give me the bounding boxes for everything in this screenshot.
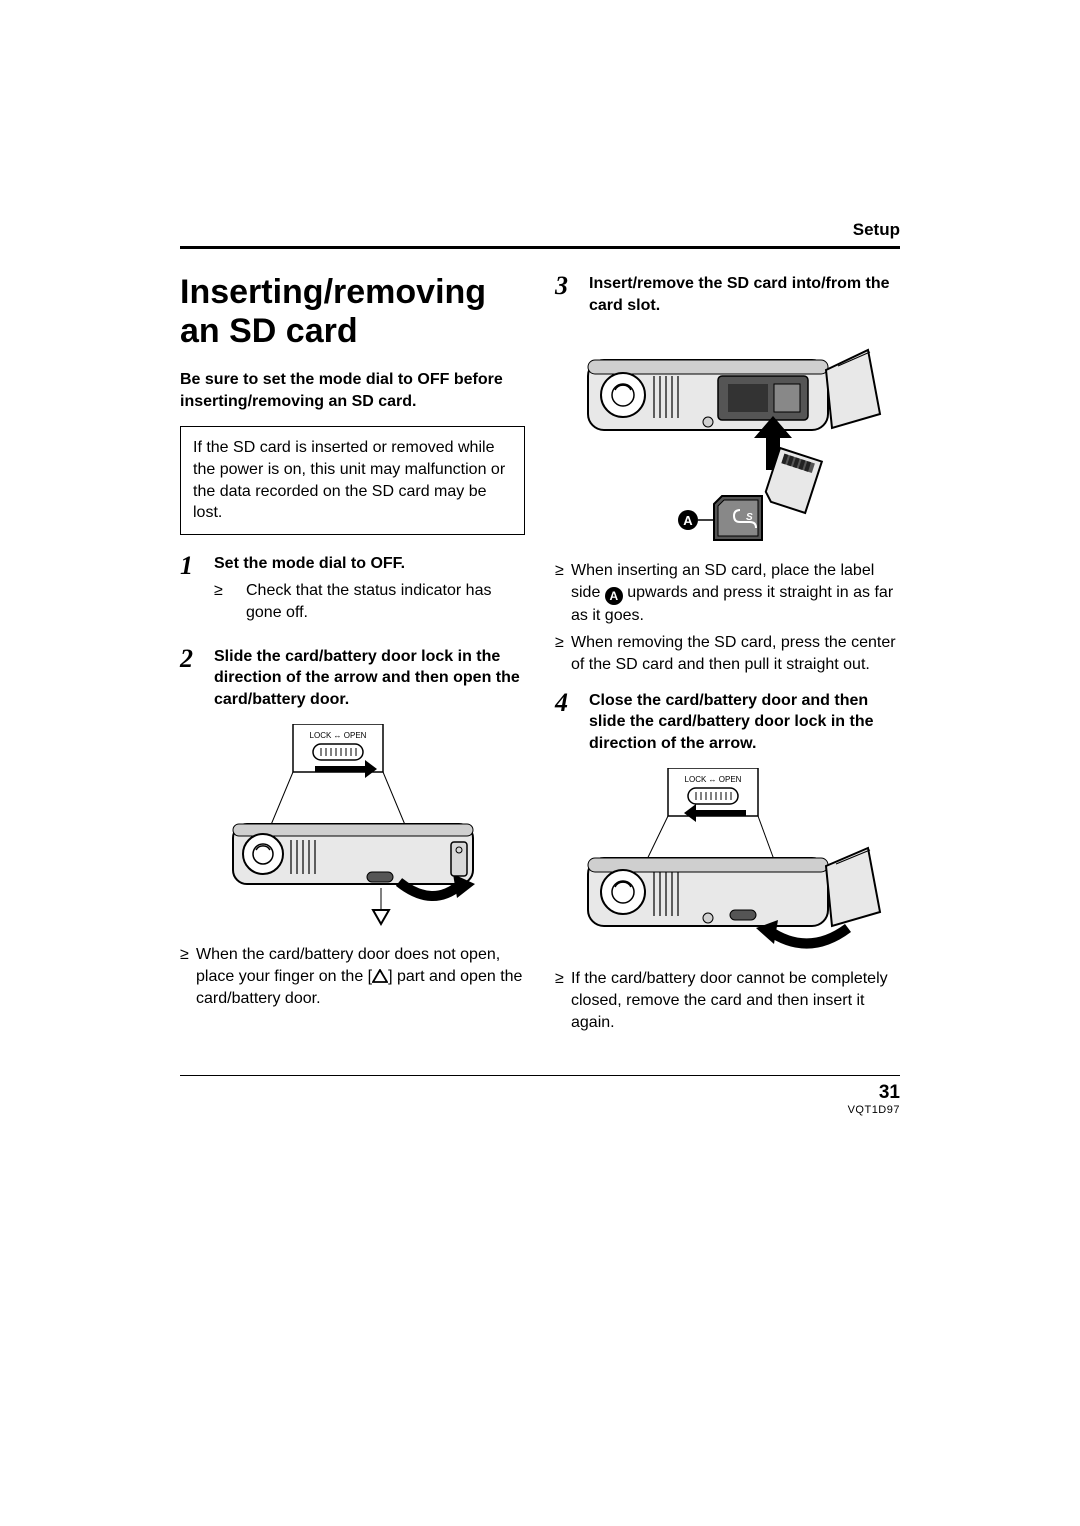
step-title: Set the mode dial to OFF. xyxy=(214,553,525,575)
figure-step4: LOCK ↔ OPEN xyxy=(555,768,900,958)
page-number: 31 xyxy=(180,1082,900,1104)
step-bullet: When removing the SD card, press the cen… xyxy=(555,632,900,675)
section-header: Setup xyxy=(180,220,900,249)
step-bullet: When inserting an SD card, place the lab… xyxy=(555,560,900,626)
figure-step3: A S xyxy=(555,330,900,550)
step-title: Insert/remove the SD card into/from the … xyxy=(589,273,900,316)
step-number: 3 xyxy=(555,273,579,316)
warning-box: If the SD card is inserted or removed wh… xyxy=(180,426,525,534)
step-4: 4 Close the card/battery door and then s… xyxy=(555,690,900,755)
step-2: 2 Slide the card/battery door lock in th… xyxy=(180,646,525,711)
intro-warning: Be sure to set the mode dial to OFF befo… xyxy=(180,369,525,412)
step-1: 1 Set the mode dial to OFF. Check that t… xyxy=(180,553,525,638)
step-number: 4 xyxy=(555,690,579,755)
step-bullet: Check that the status indicator has gone… xyxy=(214,580,525,623)
page-title: Inserting/removing an SD card xyxy=(180,273,525,351)
lock-open-label: LOCK ↔ OPEN xyxy=(309,731,366,740)
step-3: 3 Insert/remove the SD card into/from th… xyxy=(555,273,900,316)
svg-text:LOCK ↔ OPEN: LOCK ↔ OPEN xyxy=(684,775,741,784)
triangle-icon xyxy=(372,969,388,983)
callout-a-icon: A xyxy=(605,587,623,605)
step-number: 2 xyxy=(180,646,204,711)
page-content: Setup Inserting/removing an SD card Be s… xyxy=(180,220,900,1116)
step4-note: If the card/battery door cannot be compl… xyxy=(555,968,900,1033)
figure-step2: LOCK ↔ OPEN xyxy=(180,724,525,934)
left-column: Inserting/removing an SD card Be sure to… xyxy=(180,273,525,1047)
page-footer: 31 VQT1D97 xyxy=(180,1075,900,1116)
device-close-illustration: LOCK ↔ OPEN xyxy=(568,768,888,958)
right-column: 3 Insert/remove the SD card into/from th… xyxy=(555,273,900,1047)
device-open-illustration: LOCK ↔ OPEN xyxy=(203,724,503,934)
device-sdcard-illustration: A S xyxy=(568,330,888,550)
step-title: Close the card/battery door and then sli… xyxy=(589,690,900,755)
step2-note: When the card/battery door does not open… xyxy=(180,944,525,1009)
svg-text:A: A xyxy=(683,513,693,528)
step-title: Slide the card/battery door lock in the … xyxy=(214,646,525,711)
document-code: VQT1D97 xyxy=(180,1104,900,1116)
step3-bullets: When inserting an SD card, place the lab… xyxy=(555,560,900,675)
step-number: 1 xyxy=(180,553,204,638)
two-column-layout: Inserting/removing an SD card Be sure to… xyxy=(180,273,900,1047)
